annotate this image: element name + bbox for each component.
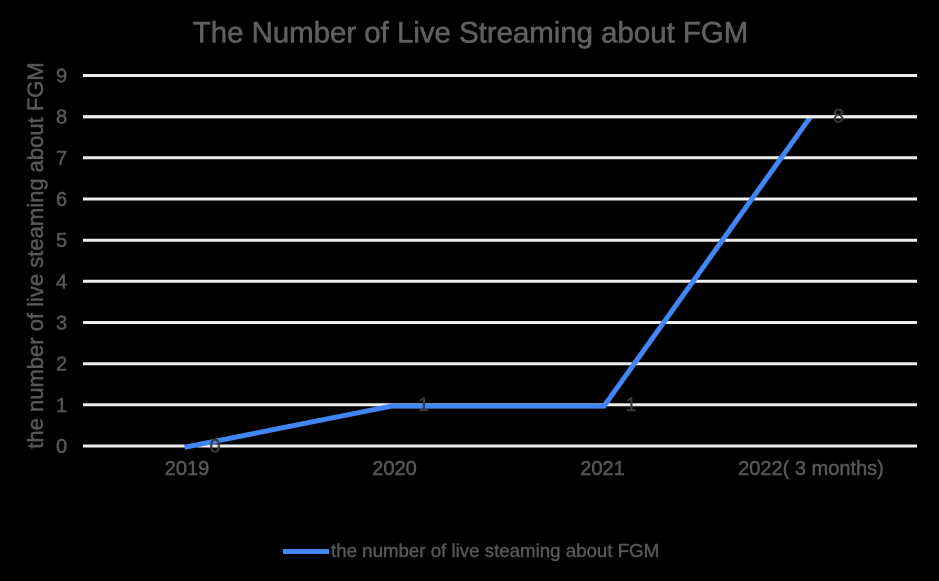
svg-text:0: 0 [210,436,221,458]
svg-text:2019: 2019 [165,458,210,480]
svg-text:2: 2 [56,354,67,376]
svg-text:6: 6 [56,189,67,211]
svg-text:1: 1 [418,394,429,416]
svg-text:8: 8 [833,106,844,128]
svg-text:8: 8 [56,107,67,129]
svg-text:7: 7 [56,148,67,170]
svg-text:2022( 3 months): 2022( 3 months) [738,458,884,480]
svg-text:The Number of Live Streaming a: The Number of Live Streaming about FGM [193,17,748,50]
svg-text:1: 1 [56,395,67,417]
svg-text:the number of live steaming ab: the number of live steaming about FGM [331,540,659,561]
svg-text:5: 5 [56,230,67,252]
svg-text:2021: 2021 [580,458,625,480]
svg-text:2020: 2020 [372,458,417,480]
svg-text:the number of live steaming ab: the number of live steaming about FGM [23,62,48,448]
svg-text:1: 1 [626,394,637,416]
svg-text:3: 3 [56,313,67,335]
svg-text:4: 4 [56,271,67,293]
svg-text:9: 9 [56,66,67,88]
svg-text:0: 0 [56,436,67,458]
